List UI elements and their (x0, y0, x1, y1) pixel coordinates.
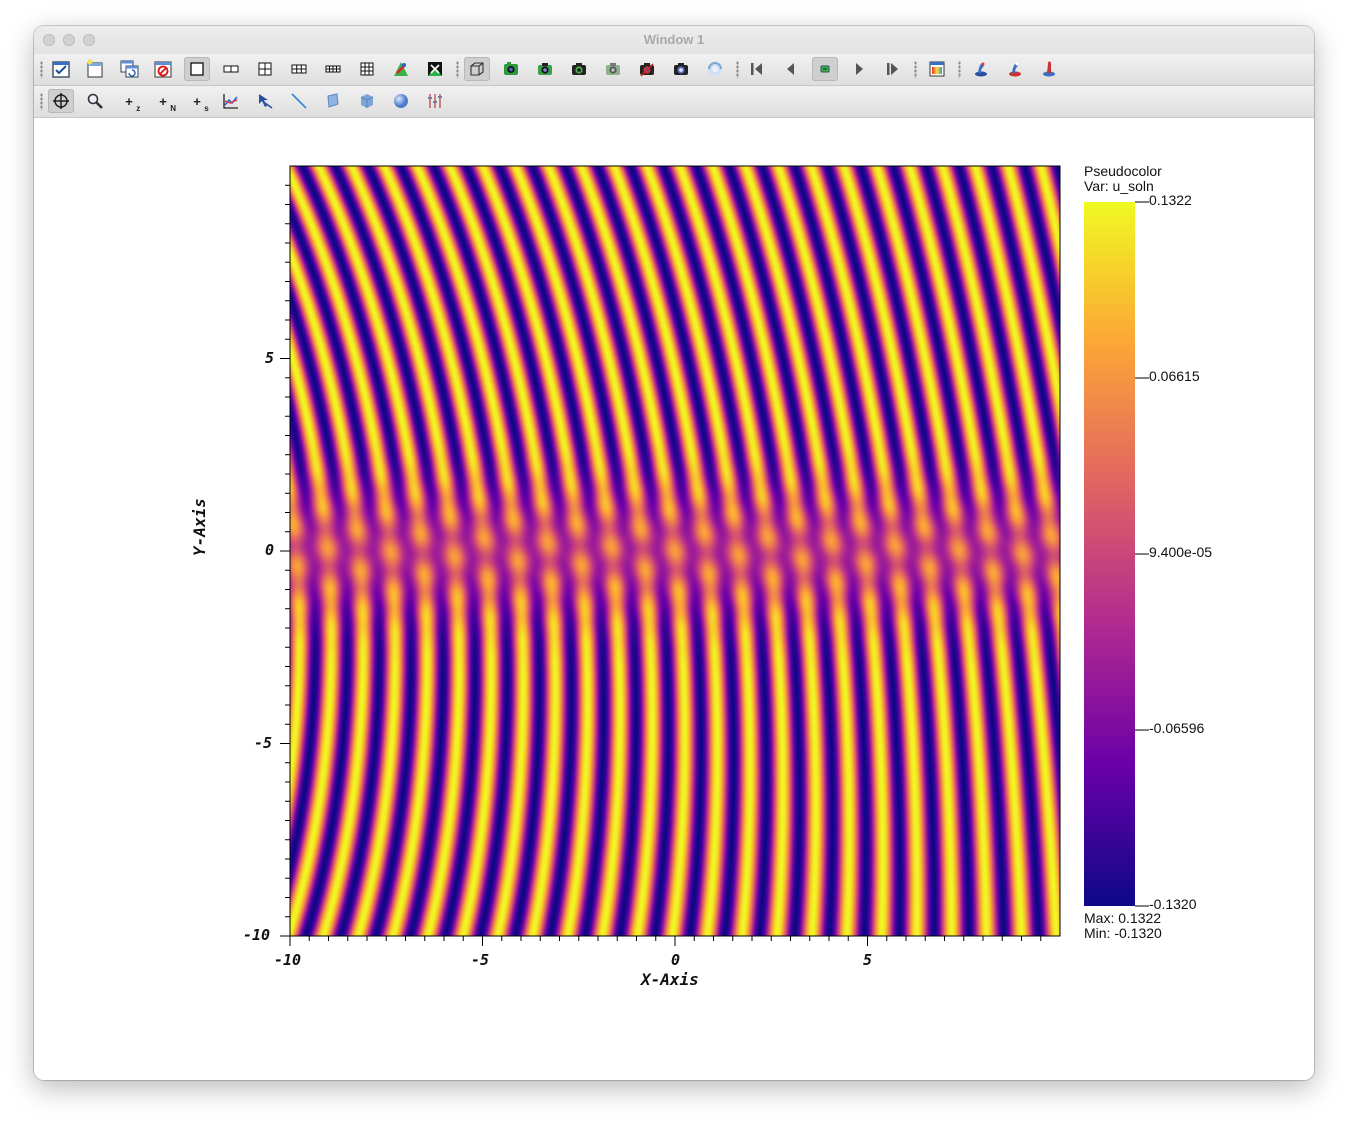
y-tick-label: -5 (254, 734, 273, 752)
interaction-toolbar: + z + N + s (34, 86, 1314, 118)
forward-step-icon[interactable] (880, 57, 906, 81)
main-toolbar (34, 54, 1314, 86)
title-bar: Window 1 (34, 26, 1314, 55)
x-tick-label: -10 (274, 951, 302, 969)
close-window-button[interactable] (43, 34, 55, 46)
minimize-window-button[interactable] (63, 34, 75, 46)
stop-icon[interactable] (812, 57, 838, 81)
colorbar (1084, 202, 1135, 906)
y-tick-label: 0 (265, 541, 275, 559)
layout-1x1-icon[interactable] (184, 57, 210, 81)
layout-2x2-icon[interactable] (252, 57, 278, 81)
x-tick-label: -5 (471, 951, 490, 969)
s-subscript: s (204, 103, 209, 113)
toolbar-grip[interactable] (40, 93, 43, 110)
pseudocolor-plot (280, 165, 1149, 946)
legend-tick-label: 9.400e-05 (1149, 544, 1213, 560)
lock-time-icon[interactable] (422, 57, 448, 81)
camera-4-icon[interactable] (634, 57, 660, 81)
visualization-viewport[interactable]: X-Axis Y-Axis -10 -5 0 5 5 0 -5 -10 Pseu… (34, 118, 1314, 1080)
legend-tick-label: 0.1322 (1149, 192, 1192, 208)
add-plot-icon[interactable] (48, 57, 74, 81)
toolbar-grip[interactable] (914, 61, 917, 78)
plus-n-label: + (159, 93, 167, 109)
curve-pick-icon[interactable] (218, 89, 244, 113)
lineout-icon[interactable] (286, 89, 312, 113)
legend-min: Min: -0.1320 (1084, 925, 1162, 941)
plane-tool-icon[interactable] (320, 89, 346, 113)
save-window-icon[interactable] (498, 57, 524, 81)
visit-window: Window 1 (34, 26, 1314, 1080)
layout-2x3-icon[interactable] (286, 57, 312, 81)
navigate-mode-icon[interactable] (48, 89, 74, 113)
y-axis-title: Y-Axis (190, 498, 209, 556)
axis-restriction-icon[interactable] (422, 89, 448, 113)
toolbar-grip[interactable] (40, 61, 43, 78)
legend-tick-label: -0.1320 (1149, 896, 1197, 912)
zoom-window-button[interactable] (83, 34, 95, 46)
new-window-icon[interactable] (82, 57, 108, 81)
tool-3-icon[interactable] (1036, 57, 1062, 81)
node-pick-icon[interactable]: + N (150, 89, 176, 113)
tool-1-icon[interactable] (968, 57, 994, 81)
inspector-icon[interactable] (924, 57, 950, 81)
copy-window-icon[interactable] (116, 57, 142, 81)
x-tick-label: 0 (671, 951, 681, 969)
play-icon[interactable] (846, 57, 872, 81)
first-frame-icon[interactable] (744, 57, 770, 81)
lineout-pick-icon[interactable] (252, 89, 278, 113)
heatmap-field (290, 166, 1060, 936)
spin-icon[interactable] (702, 57, 728, 81)
legend-tick-label: -0.06596 (1149, 720, 1205, 736)
layout-3x3-icon[interactable] (354, 57, 380, 81)
y-tick-label: 5 (265, 349, 275, 367)
zone-pick-icon[interactable]: + z (116, 89, 142, 113)
toolbar-grip[interactable] (456, 61, 459, 78)
legend-tick-label: 0.06615 (1149, 368, 1200, 384)
tool-2-icon[interactable] (1002, 57, 1028, 81)
x-axis-title: X-Axis (641, 970, 699, 989)
layout-1x2-icon[interactable] (218, 57, 244, 81)
legend-title: Pseudocolor (1084, 163, 1162, 179)
camera-5-icon[interactable] (668, 57, 694, 81)
window-title: Window 1 (643, 32, 705, 47)
z-subscript: z (136, 103, 141, 113)
box-tool-icon[interactable] (354, 89, 380, 113)
camera-2-icon[interactable] (566, 57, 592, 81)
legend-variable: Var: u_soln (1084, 178, 1154, 194)
toolbar-grip[interactable] (958, 61, 961, 78)
layout-2x4-icon[interactable] (320, 57, 346, 81)
plus-s-label: + (193, 93, 201, 109)
spreadsheet-pick-icon[interactable]: + s (184, 89, 210, 113)
reverse-step-icon[interactable] (778, 57, 804, 81)
toolbar-grip[interactable] (736, 61, 739, 78)
y-tick-label: -10 (243, 926, 271, 944)
view-3d-icon[interactable] (464, 57, 490, 81)
camera-3-icon[interactable] (600, 57, 626, 81)
legend-max: Max: 0.1322 (1084, 910, 1162, 926)
sphere-tool-icon[interactable] (388, 89, 414, 113)
zoom-mode-icon[interactable] (82, 89, 108, 113)
plus-z-label: + (125, 93, 133, 109)
camera-icon[interactable] (532, 57, 558, 81)
x-tick-label: 5 (863, 951, 873, 969)
n-subscript: N (170, 103, 176, 113)
lock-view-icon[interactable] (388, 57, 414, 81)
delete-window-icon[interactable] (150, 57, 176, 81)
